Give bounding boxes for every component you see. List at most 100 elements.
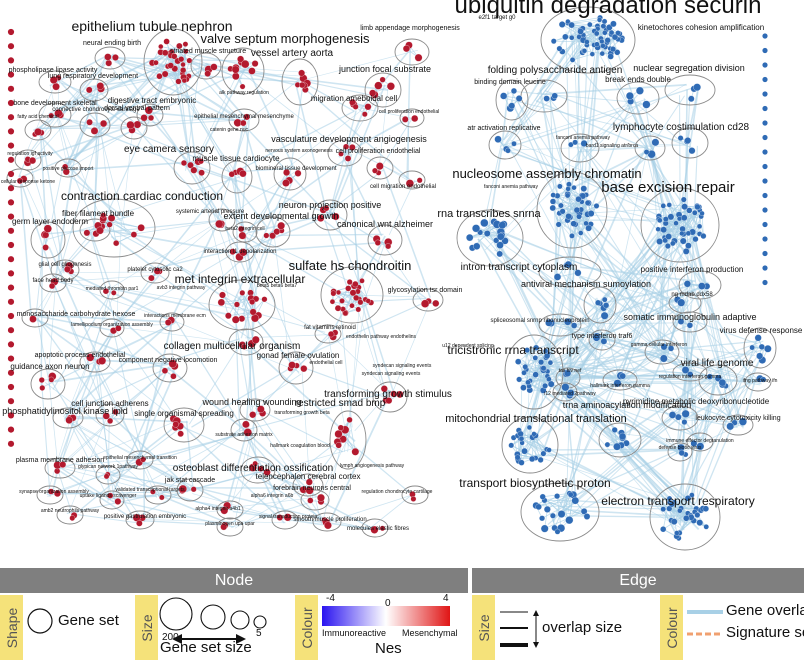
gene-overlap-edge	[294, 83, 329, 217]
gene-set-node	[375, 162, 384, 171]
gene-set-node	[611, 33, 619, 41]
cluster-label: hallmark coagulation blood	[270, 443, 330, 449]
gene-overlap-edge	[694, 372, 696, 445]
gene-set-node	[670, 240, 676, 247]
gene-overlap-edge	[483, 222, 501, 255]
gene-set-node	[7, 341, 15, 348]
gene-overlap-edge	[562, 418, 678, 513]
edge-legend-title: Edge	[472, 568, 804, 593]
gene-set-node	[762, 62, 768, 68]
cluster-label: fat vitamins retinoid	[304, 325, 356, 331]
cluster-label: endothelin pathway endothelins	[346, 334, 417, 340]
gene-set-node	[335, 289, 342, 295]
gene-overlap-edge	[384, 166, 409, 182]
gene-set-node	[432, 299, 440, 307]
gene-overlap-edge	[39, 314, 177, 324]
gene-set-node	[294, 169, 302, 177]
gene-overlap-edge	[622, 382, 627, 442]
gene-overlap-edge	[61, 82, 150, 120]
gene-overlap-edge	[572, 53, 593, 61]
gene-set-node	[618, 432, 627, 441]
colour-tab-label: Colour	[298, 606, 315, 649]
gene-set-node	[98, 356, 107, 365]
gene-set-node	[352, 280, 359, 288]
gene-overlap-edge	[572, 450, 681, 517]
gene-set-node	[7, 43, 15, 50]
cluster-label: substrate adhesion matrix	[215, 432, 273, 438]
gene-overlap-edge	[687, 227, 735, 428]
gene-set-node	[112, 408, 119, 415]
gene-set-node	[559, 208, 566, 215]
gene-overlap-edge	[241, 292, 254, 312]
gene-set-node	[688, 95, 695, 103]
gene-set-node	[521, 370, 527, 376]
gene-set-node	[496, 232, 505, 241]
cluster-label: vessel artery aorta	[251, 48, 334, 59]
cluster-outline	[152, 353, 188, 383]
cluster-outline	[163, 407, 205, 443]
cluster-outline	[664, 74, 716, 106]
gene-overlap-edge	[559, 186, 591, 214]
gene-set-node	[762, 134, 768, 141]
gene-set-node	[496, 241, 504, 249]
gene-overlap-edge	[561, 449, 679, 502]
gene-overlap-edge	[70, 461, 140, 518]
gene-set-node	[7, 99, 15, 107]
cluster-outline	[367, 224, 403, 256]
cluster-outline	[372, 381, 408, 413]
gene-overlap-edge	[166, 41, 190, 61]
cluster-outline	[540, 6, 636, 74]
gene-set-node	[180, 61, 186, 68]
gene-set-node	[251, 335, 260, 344]
gene-overlap-edge	[567, 100, 633, 269]
gene-overlap-edge	[527, 322, 554, 436]
gene-set-node	[102, 412, 110, 420]
gene-set-node	[543, 505, 551, 513]
gene-overlap-edge	[318, 499, 374, 530]
gene-overlap-edge	[114, 60, 241, 124]
gene-overlap-edge	[69, 271, 173, 322]
gene-set-node	[100, 212, 107, 219]
gene-set-node	[546, 447, 552, 453]
gene-set-node	[7, 298, 15, 305]
gene-overlap-edge	[139, 520, 229, 526]
cluster-label: cell migration endothelial	[370, 184, 436, 190]
gene-overlap-edge	[54, 363, 169, 383]
gene-overlap-edge	[70, 513, 137, 524]
gene-overlap-edge	[694, 340, 758, 505]
gene-overlap-edge	[94, 87, 139, 127]
gene-overlap-edge	[98, 227, 246, 256]
gene-overlap-edge	[567, 393, 738, 428]
cluster-outline	[672, 362, 708, 382]
gene-set-node	[342, 310, 349, 317]
edge-colour-swatches	[687, 610, 723, 636]
gene-set-node	[696, 519, 704, 526]
gene-overlap-edge	[694, 212, 700, 235]
gene-overlap-edge	[69, 166, 97, 228]
gene-overlap-edge	[622, 379, 702, 442]
gene-set-node	[584, 39, 590, 45]
cluster-label: base excision repair	[601, 179, 734, 196]
gene-set-node	[542, 348, 549, 354]
gene-set-node	[113, 240, 120, 247]
cluster-outline	[327, 139, 363, 167]
gene-set-node	[565, 516, 574, 525]
signature-set-label: Signature set	[726, 624, 804, 641]
cluster-outline	[278, 351, 314, 385]
gene-overlap-edge	[63, 121, 91, 170]
gene-set-node	[153, 59, 159, 66]
gene-overlap-edge	[521, 438, 547, 450]
gene-set-node	[595, 299, 602, 306]
gene-set-node	[257, 405, 265, 413]
gene-overlap-edge	[278, 233, 384, 237]
gene-set-node	[114, 498, 122, 505]
gene-set-node	[210, 63, 218, 71]
cluster-label: component negative locomotion	[119, 357, 218, 364]
gene-overlap-edge	[507, 143, 597, 309]
gene-set-node	[587, 21, 593, 28]
cluster-label: systemic arterial pressure	[176, 209, 245, 215]
gene-set-node	[603, 302, 610, 309]
gene-set-node	[7, 156, 15, 163]
gene-overlap-edge	[544, 511, 585, 529]
gene-overlap-edge	[536, 351, 657, 442]
